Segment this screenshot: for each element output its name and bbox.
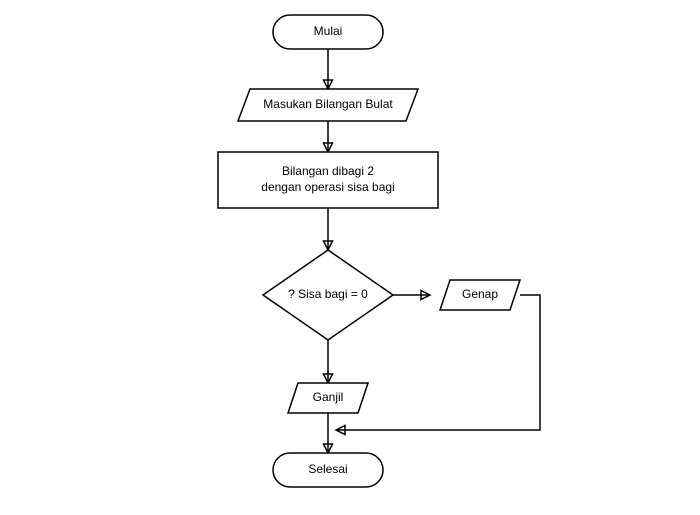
edge-ganjil-end bbox=[324, 413, 333, 453]
process-label-2: dengan operasi sisa bagi bbox=[261, 180, 394, 194]
process-node: Bilangan dibagi 2 dengan operasi sisa ba… bbox=[218, 152, 438, 208]
end-label: Selesai bbox=[308, 462, 347, 476]
process-label-1: Bilangan dibagi 2 bbox=[282, 164, 374, 178]
flowchart-canvas: Mulai Masukan Bilangan Bulat Bilangan di… bbox=[0, 0, 700, 515]
edge-process-decision bbox=[324, 208, 333, 250]
start-node: Mulai bbox=[273, 15, 383, 49]
ganjil-node: Ganjil bbox=[288, 383, 368, 413]
genap-node: Genap bbox=[440, 280, 520, 310]
end-node: Selesai bbox=[273, 453, 383, 487]
decision-node: ? Sisa bagi = 0 bbox=[263, 250, 393, 340]
edge-genap-merge bbox=[336, 295, 540, 435]
genap-label: Genap bbox=[462, 287, 498, 301]
edge-start-input bbox=[324, 49, 333, 89]
edge-decision-genap bbox=[393, 291, 430, 300]
edge-input-process bbox=[324, 121, 333, 152]
ganjil-label: Ganjil bbox=[313, 390, 344, 404]
input-node: Masukan Bilangan Bulat bbox=[238, 89, 418, 121]
edge-decision-ganjil bbox=[324, 340, 333, 383]
decision-label: ? Sisa bagi = 0 bbox=[288, 287, 368, 301]
start-label: Mulai bbox=[314, 24, 343, 38]
input-label: Masukan Bilangan Bulat bbox=[263, 97, 393, 111]
